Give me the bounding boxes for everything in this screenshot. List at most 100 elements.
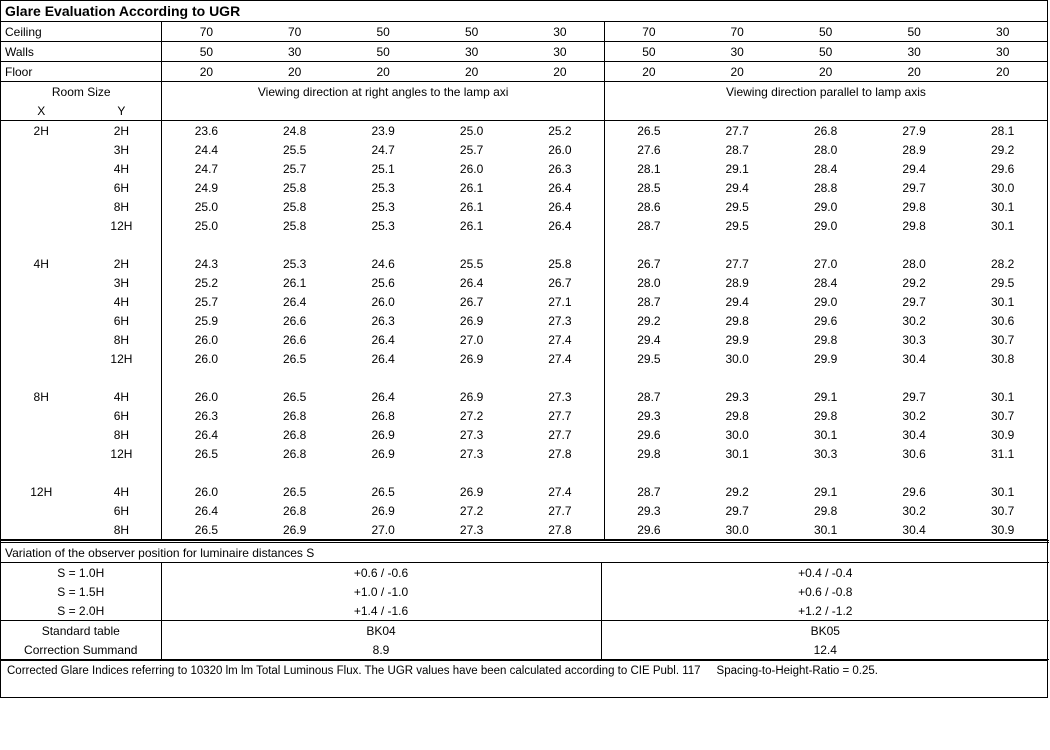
y-cell: 4H — [81, 159, 161, 178]
value-cell: 26.4 — [516, 178, 605, 197]
value-cell: 26.8 — [339, 406, 427, 425]
variation-label: Variation of the observer position for l… — [1, 542, 1049, 563]
value-cell: 25.0 — [162, 197, 250, 216]
value-cell: 29.0 — [781, 197, 869, 216]
x-cell — [1, 159, 81, 178]
table-row: 6H25.926.626.326.927.329.229.829.630.230… — [1, 311, 1047, 330]
reflectance-table: Ceiling 70 70 50 50 30 70 70 50 50 30 Wa… — [1, 22, 1047, 82]
value-cell: 30.9 — [958, 425, 1047, 444]
value-cell: 25.7 — [162, 292, 250, 311]
value-cell: 27.2 — [427, 406, 515, 425]
value-cell: 27.7 — [516, 406, 605, 425]
value-cell: 29.8 — [604, 444, 692, 463]
x-cell — [1, 292, 81, 311]
x-cell — [1, 520, 81, 540]
value-cell: 26.8 — [250, 444, 338, 463]
y-cell: 8H — [81, 330, 161, 349]
s-label: S = 2.0H — [1, 601, 161, 621]
y-cell: 8H — [81, 425, 161, 444]
value-cell: 27.4 — [516, 482, 605, 501]
value-cell: 30.0 — [958, 178, 1047, 197]
y-cell: 4H — [81, 292, 161, 311]
value-cell: 26.0 — [339, 292, 427, 311]
x-cell — [1, 501, 81, 520]
table-row: 12H26.026.526.426.927.429.530.029.930.43… — [1, 349, 1047, 368]
value-cell: 29.0 — [781, 216, 869, 235]
value-cell: 26.3 — [162, 406, 250, 425]
value-cell: 28.0 — [870, 254, 958, 273]
value-cell: 30.6 — [958, 311, 1047, 330]
value-cell: 29.4 — [693, 292, 781, 311]
s-label: S = 1.0H — [1, 563, 161, 583]
value-cell: 26.5 — [162, 444, 250, 463]
value-cell: 27.7 — [693, 121, 781, 141]
value-cell: 28.1 — [958, 121, 1047, 141]
value-cell: 30.1 — [958, 482, 1047, 501]
correction-right: 12.4 — [601, 640, 1049, 660]
value-cell: 28.7 — [604, 292, 692, 311]
value-cell: 24.3 — [162, 254, 250, 273]
value-cell: 29.8 — [781, 330, 869, 349]
y-cell: 4H — [81, 387, 161, 406]
value-cell: 27.8 — [516, 444, 605, 463]
value-cell: 30.1 — [781, 425, 869, 444]
value-cell: 26.5 — [250, 349, 338, 368]
value-cell: 29.6 — [870, 482, 958, 501]
table-row: 8H26.426.826.927.327.729.630.030.130.430… — [1, 425, 1047, 444]
value-cell: 25.7 — [250, 159, 338, 178]
value-cell: 29.8 — [781, 501, 869, 520]
variation-left: +0.6 / -0.6 — [161, 563, 601, 583]
value-cell: 26.9 — [250, 520, 338, 540]
value-cell: 29.2 — [693, 482, 781, 501]
value-cell: 29.3 — [604, 501, 692, 520]
value-cell: 30.1 — [958, 216, 1047, 235]
value-cell: 28.9 — [870, 140, 958, 159]
value-cell: 26.0 — [162, 482, 250, 501]
value-cell: 30.1 — [958, 197, 1047, 216]
value-cell: 29.8 — [870, 197, 958, 216]
value-cell: 26.9 — [427, 349, 515, 368]
value-cell: 29.6 — [604, 425, 692, 444]
value-cell: 25.7 — [427, 140, 515, 159]
y-cell: 4H — [81, 482, 161, 501]
value-cell: 27.7 — [516, 501, 605, 520]
value-cell: 25.5 — [250, 140, 338, 159]
y-cell: 6H — [81, 178, 161, 197]
value-cell: 29.6 — [604, 520, 692, 540]
value-cell: 25.2 — [516, 121, 605, 141]
value-cell: 29.5 — [693, 197, 781, 216]
value-cell: 28.5 — [604, 178, 692, 197]
value-cell: 30.0 — [693, 349, 781, 368]
x-cell: 8H — [1, 387, 81, 406]
value-cell: 26.9 — [427, 311, 515, 330]
table-row: 2H2H23.624.823.925.025.226.527.726.827.9… — [1, 121, 1047, 141]
y-cell: 8H — [81, 520, 161, 540]
y-cell: 2H — [81, 121, 161, 141]
value-cell: 27.2 — [427, 501, 515, 520]
value-cell: 26.9 — [339, 444, 427, 463]
table-row: 12H25.025.825.326.126.428.729.529.029.83… — [1, 216, 1047, 235]
value-cell: 30.1 — [958, 292, 1047, 311]
value-cell: 28.1 — [604, 159, 692, 178]
value-cell: 30.1 — [958, 387, 1047, 406]
y-cell: 3H — [81, 140, 161, 159]
value-cell: 25.6 — [339, 273, 427, 292]
x-cell: 12H — [1, 482, 81, 501]
variation-right: +0.4 / -0.4 — [601, 563, 1049, 583]
value-cell: 30.4 — [870, 349, 958, 368]
value-cell: 30.2 — [870, 501, 958, 520]
x-cell — [1, 349, 81, 368]
value-cell: 29.1 — [693, 159, 781, 178]
table-row: 4H2H24.325.324.625.525.826.727.727.028.0… — [1, 254, 1047, 273]
value-cell: 26.5 — [339, 482, 427, 501]
value-cell: 26.8 — [250, 406, 338, 425]
main-data-table: Room Size Viewing direction at right ang… — [1, 82, 1047, 540]
floor-label: Floor — [1, 62, 162, 82]
table-row: 8H26.526.927.027.327.829.630.030.130.430… — [1, 520, 1047, 540]
value-cell: 30.6 — [870, 444, 958, 463]
value-cell: 26.5 — [250, 387, 338, 406]
value-cell: 27.0 — [339, 520, 427, 540]
standard-table-label: Standard table — [1, 621, 161, 641]
footnote: Corrected Glare Indices referring to 103… — [1, 660, 1047, 697]
value-cell: 29.1 — [781, 387, 869, 406]
